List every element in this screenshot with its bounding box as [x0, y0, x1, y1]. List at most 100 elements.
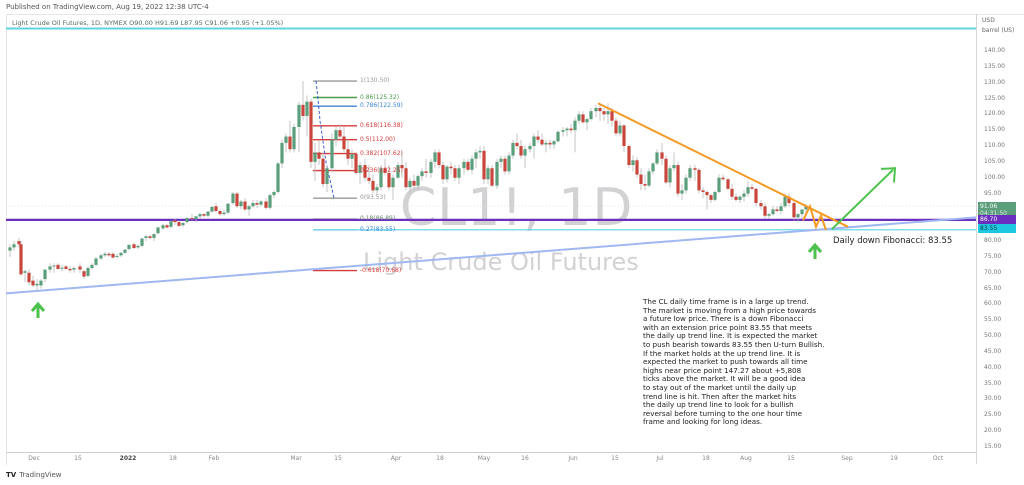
- candle-body: [664, 158, 668, 183]
- candle-body: [309, 101, 313, 162]
- time-tick-label: 19: [890, 455, 898, 462]
- candle-body: [709, 195, 713, 200]
- candle-body: [338, 130, 342, 137]
- candle-body: [796, 214, 800, 218]
- time-axis[interactable]: [6, 452, 976, 465]
- fib-trend-dashed: [315, 81, 335, 199]
- candle-body: [375, 187, 379, 191]
- candle-body: [511, 142, 515, 156]
- price-tick-label: 115.00: [984, 126, 1005, 134]
- fib-level-label: 1(130.50): [360, 77, 390, 85]
- candle-body: [482, 150, 486, 180]
- candle-body: [152, 234, 156, 238]
- candle-body: [354, 153, 358, 173]
- time-tick-label: Jul: [656, 455, 664, 462]
- candle-body: [144, 236, 148, 238]
- candle-body: [305, 101, 309, 116]
- candle-body: [334, 130, 338, 140]
- symbol-legend[interactable]: Light Crude Oil Futures, 1D, NYMEX O90.0…: [12, 19, 284, 27]
- candle-body: [301, 104, 305, 116]
- candle-body: [284, 136, 288, 143]
- candle-body: [577, 114, 581, 121]
- candle-body: [713, 191, 717, 200]
- candle-body: [767, 214, 771, 216]
- candle-body: [321, 158, 325, 185]
- candle-body: [363, 165, 367, 178]
- candle-body: [585, 119, 589, 123]
- candle-body: [594, 108, 598, 112]
- fib-level-label: 0.27(83.55): [360, 225, 396, 233]
- candle-body: [676, 165, 680, 194]
- price-tag-value: 83.55: [980, 225, 998, 232]
- fib-level-label: -0.618(70.68): [360, 266, 402, 274]
- candle-body: [701, 190, 705, 192]
- price-tick-label: 65.00: [984, 284, 1002, 292]
- price-tick-label: 75.00: [984, 252, 1002, 260]
- candle-body: [136, 245, 140, 248]
- candle-body: [111, 253, 115, 258]
- analysis-note: The CL daily time frame is in a large up…: [643, 297, 825, 427]
- price-tag-value: 86.70: [980, 216, 998, 223]
- candle-body: [453, 168, 457, 178]
- time-tick-label: May: [477, 455, 491, 462]
- candle-body: [78, 266, 82, 270]
- candle-body: [561, 130, 565, 132]
- candle-body: [651, 163, 655, 172]
- published-caption: Published on TradingView.com, Aug 19, 20…: [6, 3, 209, 11]
- price-axis[interactable]: [976, 14, 1024, 464]
- time-tick-label: 16: [521, 455, 529, 462]
- price-tag: 91.06 04:31:50: [978, 202, 1016, 218]
- candle-body: [730, 188, 734, 197]
- brand-name: TradingView: [19, 471, 62, 479]
- candle-body: [643, 184, 647, 186]
- candle-body: [660, 152, 664, 159]
- candle-body: [610, 111, 614, 121]
- candle-body: [12, 244, 16, 248]
- candle-body: [672, 165, 676, 169]
- candle-body: [52, 265, 56, 267]
- candle-body: [684, 177, 688, 191]
- candle-body: [330, 139, 334, 169]
- candle-body: [466, 161, 470, 170]
- candle-body: [449, 166, 453, 169]
- price-tick-label: 80.00: [984, 237, 1002, 245]
- tradingview-logo[interactable]: TV TradingView: [6, 471, 62, 479]
- candle-body: [276, 163, 280, 192]
- candle-body: [457, 168, 461, 178]
- candle-body: [214, 206, 218, 211]
- candle-body: [408, 180, 412, 188]
- time-tick-label: 2022: [119, 455, 137, 462]
- candle-body: [445, 166, 449, 180]
- candle-body: [64, 266, 68, 269]
- candle-body: [247, 206, 251, 210]
- down-trend-line: [597, 102, 849, 228]
- fib-level-label: 0.86(125.32): [360, 93, 400, 101]
- candle-body: [226, 203, 230, 213]
- candle-body: [313, 152, 317, 162]
- candle-body: [68, 268, 72, 271]
- candle-body: [27, 272, 31, 283]
- candle-body: [297, 104, 301, 128]
- candle-body: [190, 217, 194, 219]
- candle-body: [206, 211, 210, 216]
- candle-body: [548, 142, 552, 145]
- price-tick-label: 140.00: [984, 47, 1005, 54]
- candle-body: [754, 188, 758, 204]
- candle-body: [35, 283, 39, 286]
- watermark-ticker: CL1!, 1D: [400, 178, 634, 238]
- price-tick-label: 55.00: [984, 316, 1002, 324]
- candle-body: [379, 168, 383, 188]
- candle-body: [288, 136, 292, 150]
- price-tag: 86.70: [978, 215, 1016, 224]
- candle-body: [581, 114, 585, 123]
- candle-body: [358, 165, 362, 173]
- candle-body: [272, 191, 276, 196]
- time-tick-label: Oct: [932, 455, 944, 462]
- candle-body: [655, 152, 659, 164]
- candle-body: [194, 216, 198, 219]
- countdown-timer: 04:31:50: [980, 210, 1007, 217]
- candle-body: [342, 136, 346, 150]
- candle-body: [119, 252, 123, 256]
- time-tick-label: Dec: [28, 455, 40, 462]
